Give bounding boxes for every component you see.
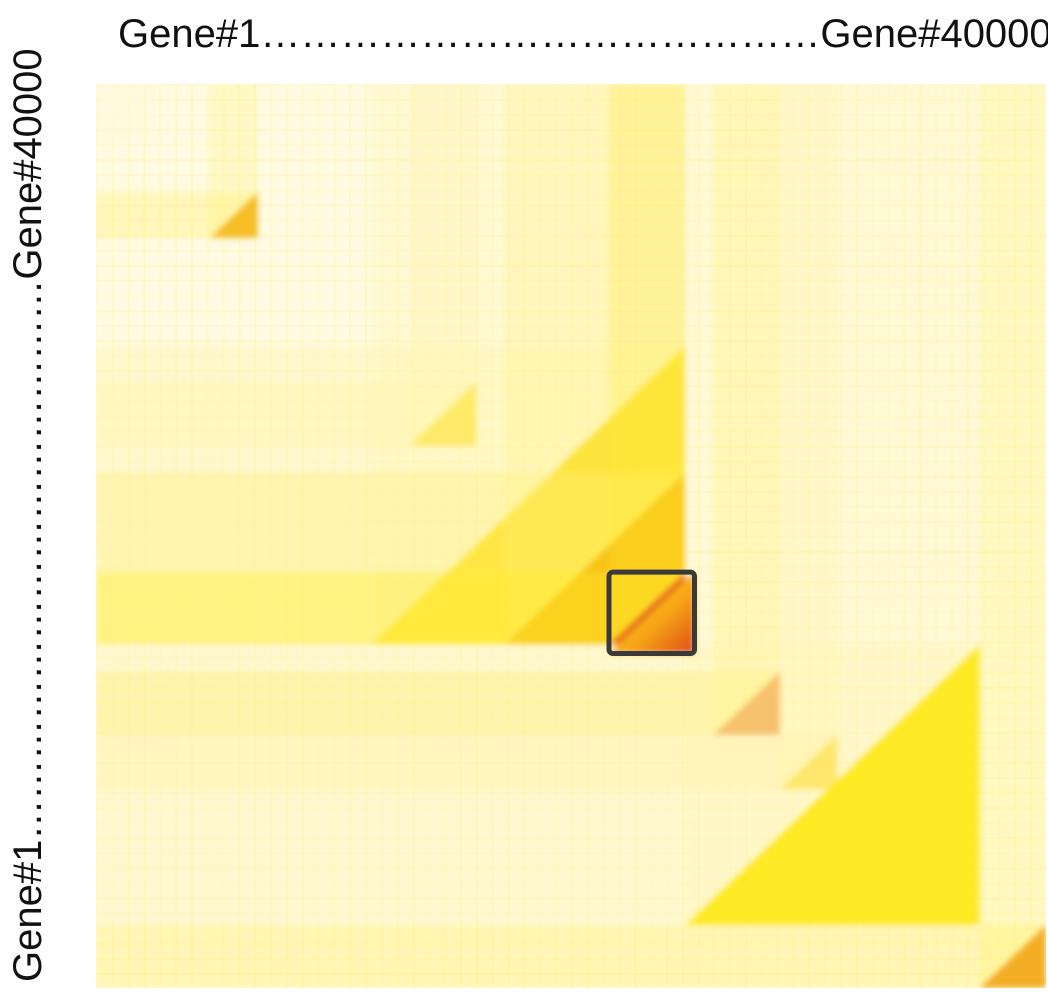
x-axis-label: Gene#1……………………………………Gene#40000 bbox=[118, 4, 1048, 64]
heatmap-column-band bbox=[980, 84, 1047, 988]
gene-correlation-heatmap bbox=[96, 84, 1046, 988]
y-axis-label-container: Gene#1……………………………………Gene#40000 bbox=[0, 0, 90, 992]
heatmap-column-band bbox=[609, 84, 685, 644]
heatmap-blocks bbox=[96, 84, 1046, 988]
heatmap-row-band bbox=[96, 572, 685, 644]
heatmap-row-band bbox=[96, 925, 1046, 988]
y-axis-label: Gene#1……………………………………Gene#40000 bbox=[0, 48, 56, 982]
